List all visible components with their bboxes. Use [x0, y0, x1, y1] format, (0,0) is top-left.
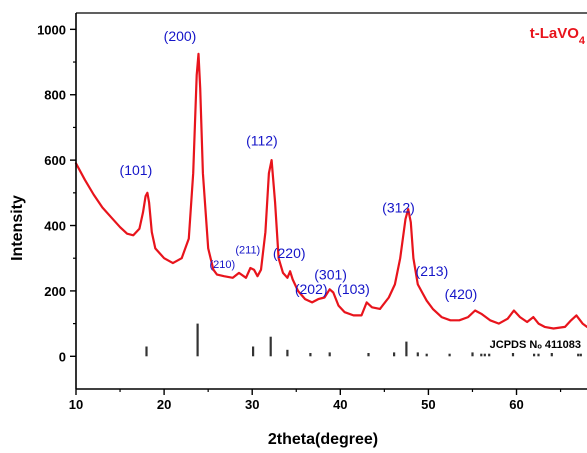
- peak-label: (220): [273, 245, 306, 261]
- reference-lines: [145, 323, 582, 357]
- x-axis-title: 2theta(degree): [268, 431, 378, 448]
- reference-label: JCPDS Nₒ 411083: [490, 339, 581, 351]
- x-tick-label: 40: [333, 397, 347, 412]
- x-tick-label: 30: [245, 397, 259, 412]
- peak-label: (103): [337, 281, 370, 297]
- y-axis-title: Intensity: [9, 195, 26, 261]
- x-tick-label: 20: [157, 397, 171, 412]
- y-tick-label: 800: [44, 88, 66, 103]
- y-tick-label: 400: [44, 219, 66, 234]
- peak-label: (211): [235, 244, 260, 256]
- y-tick-label: 600: [44, 153, 66, 168]
- peak-label: (213): [416, 263, 449, 279]
- peak-label: (420): [445, 286, 478, 302]
- peak-label: (200): [164, 28, 197, 44]
- y-tick-label: 0: [59, 349, 66, 364]
- peak-label: (312): [382, 199, 415, 215]
- x-tick-label: 10: [69, 397, 83, 412]
- series-layer: [74, 52, 587, 330]
- peak-annotations: (101) (200) (210)(211) (112) (220) (202)(301)…: [120, 28, 478, 302]
- peak-label: (210): [209, 259, 235, 271]
- sample-label: t-LaVO4: [530, 25, 586, 47]
- x-tick-label: 50: [421, 397, 435, 412]
- peak-label: (202): [295, 281, 328, 297]
- peak-label: (112): [246, 132, 278, 148]
- y-tick-label: 1000: [37, 22, 66, 37]
- x-tick-label: 60: [509, 397, 523, 412]
- series-line: [74, 52, 587, 330]
- y-tick-label: 200: [44, 284, 66, 299]
- peak-label: (301): [314, 267, 347, 283]
- peak-label: (101): [120, 162, 153, 178]
